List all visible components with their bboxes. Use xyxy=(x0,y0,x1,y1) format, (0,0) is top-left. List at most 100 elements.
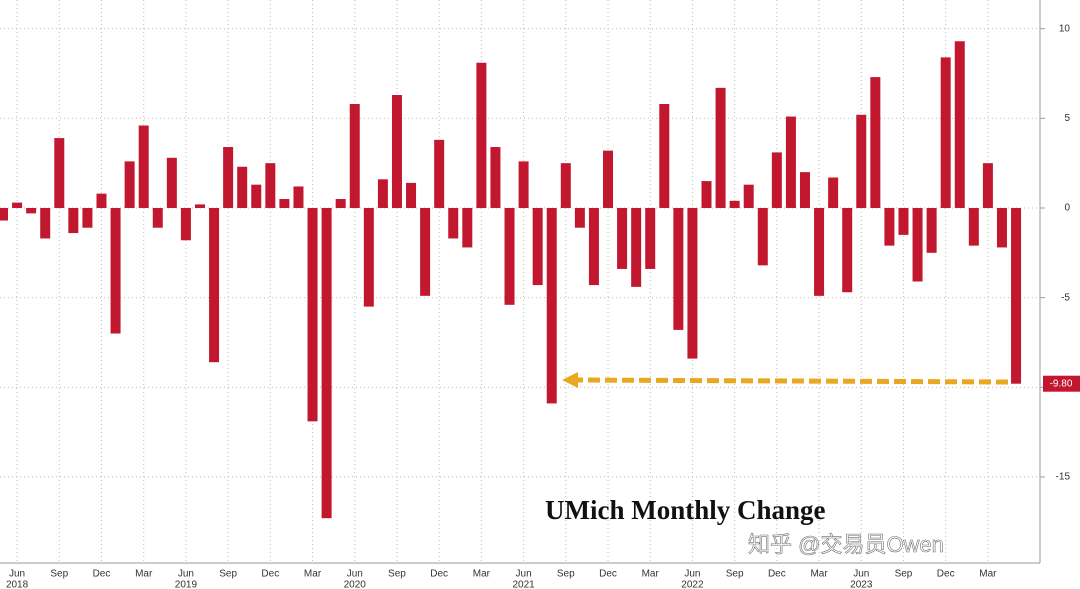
bar xyxy=(194,204,205,208)
x-tick-label: Sep xyxy=(726,569,744,580)
bar xyxy=(138,125,149,208)
x-tick-label: Mar xyxy=(642,569,660,580)
x-tick-label: Mar xyxy=(810,569,828,580)
year-label: 2021 xyxy=(512,580,535,589)
bar xyxy=(180,207,191,241)
bar xyxy=(982,163,993,208)
bar xyxy=(420,207,431,296)
bar xyxy=(673,207,684,330)
bar xyxy=(265,163,276,208)
bar xyxy=(321,207,332,519)
bar xyxy=(588,207,599,286)
x-tick-label: Jun xyxy=(347,569,363,580)
x-tick-label: Sep xyxy=(557,569,575,580)
x-tick-label: Mar xyxy=(135,569,153,580)
bar xyxy=(490,147,501,208)
bar xyxy=(237,166,248,208)
bar xyxy=(448,207,459,239)
bar xyxy=(870,77,881,208)
bar xyxy=(645,207,656,269)
bar xyxy=(96,193,107,208)
bar xyxy=(659,103,670,208)
y-tick-label: 10 xyxy=(1059,23,1071,34)
bar xyxy=(377,179,388,208)
value-label-box xyxy=(1043,375,1080,392)
x-tick-label: Jun xyxy=(9,569,25,580)
bar xyxy=(223,147,234,208)
bar xyxy=(54,138,65,208)
bar xyxy=(209,207,220,363)
bar xyxy=(68,207,79,234)
bar xyxy=(434,139,445,208)
x-tick-label: Sep xyxy=(50,569,68,580)
x-tick-label: Dec xyxy=(430,569,448,580)
bar xyxy=(757,207,768,266)
x-tick-label: Mar xyxy=(979,569,997,580)
y-tick-label: -5 xyxy=(1061,292,1070,303)
bar xyxy=(476,62,487,208)
bar xyxy=(12,202,23,208)
x-tick-label: Dec xyxy=(93,569,111,580)
bar xyxy=(617,207,628,269)
bar xyxy=(251,184,262,208)
arrow-line xyxy=(574,377,1009,385)
bar xyxy=(954,41,965,208)
bar xyxy=(884,207,895,246)
x-tick-label: Jun xyxy=(684,569,700,580)
bar xyxy=(912,207,923,282)
x-tick-label: Dec xyxy=(937,569,955,580)
bar xyxy=(631,207,642,287)
bar xyxy=(715,87,726,208)
x-tick-label: Sep xyxy=(219,569,237,580)
value-label: -9.80 xyxy=(1050,378,1073,389)
bar xyxy=(335,199,346,208)
x-tick-label: Dec xyxy=(768,569,786,580)
bar xyxy=(462,207,473,248)
bar xyxy=(842,207,853,293)
bar xyxy=(785,116,796,208)
x-tick-label: Sep xyxy=(895,569,913,580)
bar xyxy=(152,207,163,228)
bar xyxy=(391,95,402,208)
bar xyxy=(701,181,712,208)
bar xyxy=(504,207,515,305)
bar xyxy=(349,103,360,208)
y-tick-label: 5 xyxy=(1064,113,1070,124)
bar xyxy=(603,150,614,208)
bar xyxy=(687,207,698,359)
bar xyxy=(799,172,810,208)
x-tick-label: Dec xyxy=(261,569,279,580)
bar xyxy=(856,114,867,208)
x-tick-label: Sep xyxy=(388,569,406,580)
y-tick-label: -15 xyxy=(1056,472,1071,483)
arrow-head xyxy=(562,372,578,388)
x-tick-label: Dec xyxy=(599,569,617,580)
bar xyxy=(406,182,417,208)
bar xyxy=(574,207,585,228)
bar xyxy=(546,207,557,404)
year-label: 2023 xyxy=(850,580,873,589)
x-tick-label: Jun xyxy=(178,569,194,580)
bar xyxy=(560,163,571,208)
bar xyxy=(926,207,937,253)
bar xyxy=(110,207,121,334)
bar xyxy=(363,207,374,307)
bar xyxy=(293,186,304,208)
chart-title: UMich Monthly Change xyxy=(545,495,826,525)
x-tick-label: Mar xyxy=(304,569,322,580)
bar xyxy=(518,161,529,208)
year-label: 2018 xyxy=(6,580,29,589)
bar xyxy=(898,207,909,235)
bar xyxy=(279,199,290,208)
bar xyxy=(814,207,825,296)
year-label: 2020 xyxy=(344,580,367,589)
bar xyxy=(996,207,1007,248)
bar xyxy=(968,207,979,246)
bar xyxy=(828,177,839,208)
bar xyxy=(40,207,51,239)
bar xyxy=(940,57,951,208)
y-tick-label: 0 xyxy=(1064,203,1070,214)
bar xyxy=(743,184,754,208)
